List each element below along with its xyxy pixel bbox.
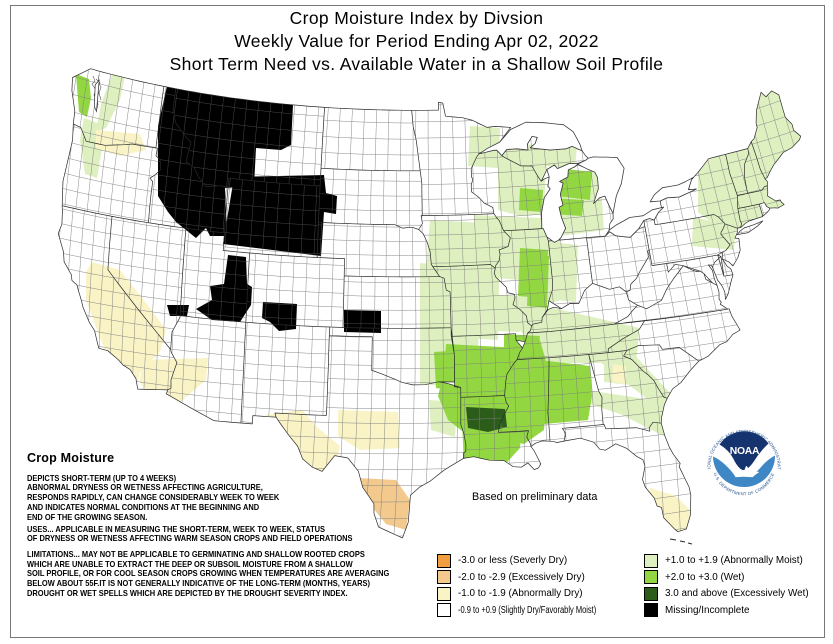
svg-text:NOAA: NOAA — [730, 446, 760, 457]
